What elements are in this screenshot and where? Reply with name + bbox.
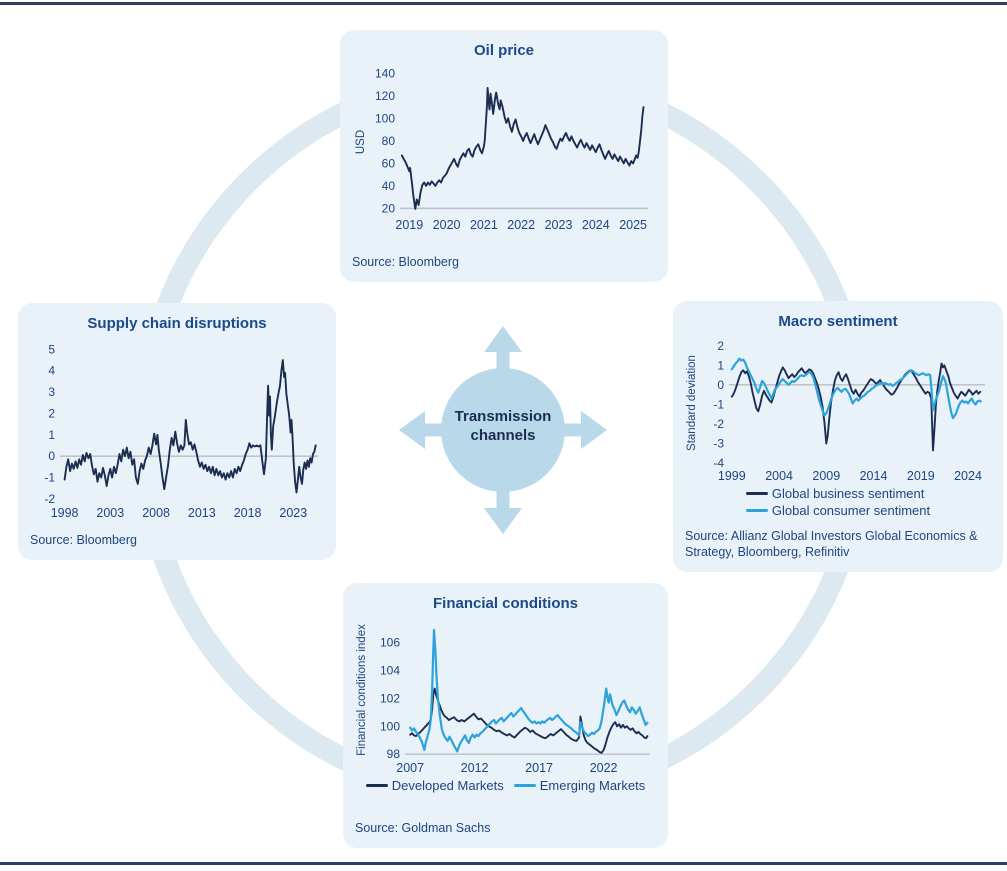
- arrow-right-icon: [558, 411, 607, 449]
- macro-sentiment-line-chart: -4 -3 -2 -1 0 1 2 1999 2004 2009 2014 2019 2024 Stand…: [686, 339, 985, 483]
- legend-item-consumer-sentiment: Global consumer sentiment: [745, 503, 931, 518]
- arrow-down-icon: [484, 485, 522, 534]
- svg-text:-2: -2: [713, 417, 724, 431]
- svg-text:2007: 2007: [396, 761, 424, 775]
- legend-macro-sentiment: Global business sentiment Global consume…: [745, 486, 931, 518]
- bottom-rule: [0, 862, 1007, 865]
- transmission-hub-graphic: [399, 326, 607, 534]
- financial-conditions-line-chart: 98 100 102 104 106 2007 2012 2017 2022 Financial …: [356, 624, 650, 775]
- svg-text:2: 2: [717, 339, 724, 353]
- navy-line-swatch-icon: [365, 784, 388, 787]
- svg-text:0: 0: [48, 449, 55, 463]
- card-macro-sentiment: Macro sentiment -4 -3 -2 -1 0 1 2 1999 2004 2009 2…: [673, 301, 1003, 572]
- blue-line-swatch-icon: [513, 784, 536, 787]
- svg-text:80: 80: [382, 134, 396, 148]
- navy-line-swatch-icon: [745, 492, 768, 495]
- oil-price-line-chart: 20 40 60 80 100 120 140 2019 2020 2021 2022 2023 202…: [355, 66, 648, 232]
- svg-text:2003: 2003: [96, 506, 124, 520]
- legend-label: Global consumer sentiment: [771, 503, 931, 518]
- source-note-supply: Source: Bloomberg: [30, 532, 138, 547]
- svg-text:2014: 2014: [860, 469, 888, 483]
- svg-text:2023: 2023: [545, 218, 573, 232]
- svg-text:Standard deviation: Standard deviation: [686, 355, 698, 451]
- svg-text:2008: 2008: [142, 506, 170, 520]
- svg-text:2024: 2024: [582, 218, 610, 232]
- legend-item-business-sentiment: Global business sentiment: [745, 486, 925, 501]
- svg-text:2024: 2024: [954, 469, 982, 483]
- svg-text:104: 104: [380, 663, 400, 677]
- svg-text:1999: 1999: [718, 469, 746, 483]
- svg-text:20: 20: [382, 201, 396, 215]
- svg-text:120: 120: [375, 89, 395, 103]
- svg-text:2004: 2004: [765, 469, 793, 483]
- card-financial-conditions: Financial conditions 98 100 102 104 106 2007 2…: [343, 583, 668, 848]
- legend-label: Developed Markets: [391, 778, 504, 793]
- chart-title-financial-conditions: Financial conditions: [432, 595, 578, 612]
- hub-label: Transmission channels: [454, 408, 552, 444]
- svg-text:1: 1: [717, 358, 724, 372]
- chart-title-oil-price: Oil price: [473, 42, 535, 59]
- svg-text:2019: 2019: [395, 218, 423, 232]
- legend-item-developed-markets: Developed Markets: [365, 778, 504, 793]
- legend-item-emerging-markets: Emerging Markets: [513, 778, 646, 793]
- arrow-left-icon: [399, 411, 448, 449]
- svg-text:2020: 2020: [433, 218, 461, 232]
- legend-label: Global business sentiment: [771, 486, 925, 501]
- svg-text:USD: USD: [355, 130, 367, 154]
- source-note-oil: Source: Bloomberg: [352, 254, 460, 269]
- svg-text:2022: 2022: [590, 761, 618, 775]
- svg-text:100: 100: [380, 719, 400, 733]
- svg-text:2: 2: [48, 406, 55, 420]
- svg-text:2021: 2021: [470, 218, 498, 232]
- svg-text:2022: 2022: [507, 218, 535, 232]
- svg-text:2013: 2013: [188, 506, 216, 520]
- svg-text:60: 60: [382, 156, 396, 170]
- source-note-financial: Source: Goldman Sachs: [355, 820, 491, 835]
- legend-label: Emerging Markets: [539, 778, 646, 793]
- card-oil-price: Oil price 20 40 60 80 100 120 140 2019 2020 2021 2…: [340, 30, 668, 282]
- card-supply-chain-disruptions: Supply chain disruptions -2 -1 0 1 2 3 4 5 1998 2…: [18, 303, 336, 560]
- svg-text:2017: 2017: [525, 761, 553, 775]
- svg-text:2019: 2019: [907, 469, 935, 483]
- hub-circle: [441, 368, 565, 492]
- svg-text:1: 1: [48, 428, 55, 442]
- arrow-up-icon: [484, 326, 522, 375]
- svg-text:4: 4: [48, 364, 55, 378]
- svg-text:-3: -3: [713, 437, 724, 451]
- svg-text:2025: 2025: [619, 218, 647, 232]
- source-note-macro: Source: Allianz Global Investors Global …: [685, 528, 978, 559]
- svg-text:2023: 2023: [279, 506, 307, 520]
- svg-text:-1: -1: [44, 470, 55, 484]
- svg-text:106: 106: [380, 636, 400, 650]
- top-rule: [0, 2, 1007, 5]
- svg-text:2018: 2018: [234, 506, 262, 520]
- svg-text:1998: 1998: [51, 506, 79, 520]
- svg-text:-1: -1: [713, 397, 724, 411]
- legend-financial-conditions: Developed Markets Emerging Markets: [355, 778, 656, 793]
- svg-text:100: 100: [375, 111, 395, 125]
- svg-text:2009: 2009: [812, 469, 840, 483]
- svg-text:5: 5: [48, 342, 55, 356]
- blue-line-swatch-icon: [745, 509, 768, 512]
- chart-title-macro-sentiment: Macro sentiment: [778, 313, 898, 330]
- chart-title-supply-chain: Supply chain disruptions: [87, 315, 267, 332]
- svg-text:140: 140: [375, 66, 395, 80]
- svg-text:2012: 2012: [461, 761, 489, 775]
- svg-text:40: 40: [382, 179, 396, 193]
- svg-text:0: 0: [717, 378, 724, 392]
- supply-chain-line-chart: -2 -1 0 1 2 3 4 5 1998 2003 2008 2013 2018 2023: [44, 342, 318, 520]
- svg-text:-2: -2: [44, 492, 55, 506]
- svg-text:-4: -4: [713, 456, 724, 470]
- svg-text:98: 98: [387, 747, 401, 761]
- svg-text:3: 3: [48, 385, 55, 399]
- svg-text:102: 102: [380, 691, 400, 705]
- svg-text:Financial conditions index: Financial conditions index: [356, 624, 368, 756]
